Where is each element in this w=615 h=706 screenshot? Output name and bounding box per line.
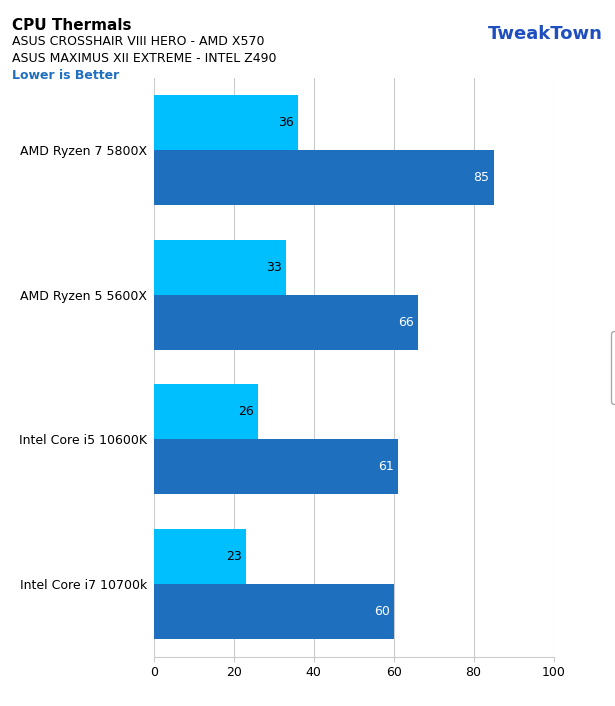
Text: ASUS CROSSHAIR VIII HERO - AMD X570: ASUS CROSSHAIR VIII HERO - AMD X570: [12, 35, 265, 48]
Text: 85: 85: [474, 171, 490, 184]
Text: CPU Thermals: CPU Thermals: [12, 18, 132, 32]
Bar: [154, 385, 258, 439]
Text: ASUS MAXIMUS XII EXTREME - INTEL Z490: ASUS MAXIMUS XII EXTREME - INTEL Z490: [12, 52, 277, 65]
Bar: [154, 240, 285, 295]
Legend: Idle, Load: Idle, Load: [611, 330, 615, 404]
Text: 60: 60: [374, 605, 390, 618]
Text: 36: 36: [278, 116, 294, 129]
Bar: [154, 150, 493, 205]
Text: TweakTown: TweakTown: [488, 25, 603, 42]
Bar: [154, 585, 394, 639]
Text: 26: 26: [238, 405, 253, 419]
Text: 66: 66: [398, 316, 413, 329]
Text: 33: 33: [266, 261, 282, 274]
Bar: [154, 439, 397, 494]
Bar: [154, 295, 418, 349]
Text: Lower is Better: Lower is Better: [12, 69, 119, 82]
Bar: [154, 530, 245, 585]
Text: 23: 23: [226, 550, 242, 563]
Bar: [154, 95, 298, 150]
Text: 61: 61: [378, 460, 394, 474]
